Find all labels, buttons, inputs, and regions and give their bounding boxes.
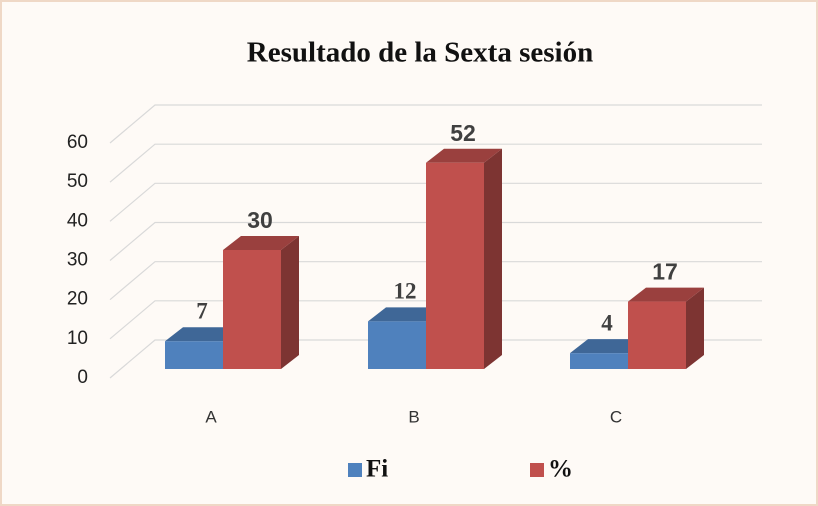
- value-label: 4: [601, 310, 613, 335]
- y-tick-label: 40: [67, 210, 88, 231]
- y-tick-label: 60: [67, 132, 88, 153]
- bar-side: [281, 236, 299, 369]
- legend-label: %: [548, 456, 573, 483]
- bar-top: [368, 307, 444, 322]
- chart-title: Resultado de la Sexta sesión: [247, 37, 593, 69]
- x-tick-label: C: [610, 407, 622, 426]
- bar-top: [628, 287, 704, 302]
- grid-line: [109, 143, 762, 183]
- y-tick-label: 20: [67, 289, 88, 310]
- x-tick-label: B: [408, 407, 419, 426]
- y-tick-label: 50: [67, 171, 88, 192]
- y-tick-label: 0: [77, 367, 88, 388]
- bar: [223, 250, 281, 369]
- bar-top: [426, 148, 502, 163]
- bar-top: [570, 339, 646, 354]
- grid-line: [109, 221, 762, 261]
- bar: [165, 341, 223, 369]
- value-label: 12: [394, 279, 417, 304]
- value-label: 17: [652, 259, 678, 285]
- bar-side: [484, 148, 502, 369]
- bar: [368, 321, 426, 369]
- value-label: 52: [450, 120, 476, 146]
- bar-top: [165, 327, 241, 342]
- legend-label: Fi: [366, 456, 388, 483]
- x-tick-label: A: [205, 407, 217, 426]
- legend-swatch: [530, 463, 544, 477]
- grid-line: [109, 261, 762, 301]
- y-tick-label: 10: [67, 328, 88, 349]
- value-label: 30: [247, 207, 273, 233]
- bar-side: [686, 287, 704, 369]
- value-label: 7: [196, 299, 208, 324]
- grid-line: [109, 300, 762, 340]
- grid-line: [109, 104, 762, 144]
- legend-swatch: [348, 463, 362, 477]
- grid-line: [109, 339, 762, 379]
- bar: [570, 353, 628, 369]
- grid-line: [109, 182, 762, 222]
- bar-top: [223, 236, 299, 250]
- bar: [426, 162, 484, 369]
- y-tick-label: 30: [67, 250, 88, 271]
- bar: [628, 301, 686, 369]
